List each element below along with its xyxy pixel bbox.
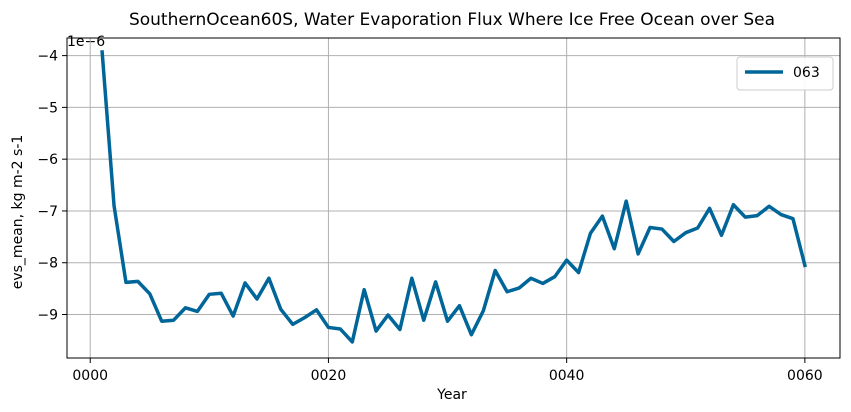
chart-title: SouthernOcean60S, Water Evaporation Flux… [129, 10, 775, 30]
plot-frame [66, 37, 841, 359]
x-tick-label: 0040 [549, 368, 585, 384]
y-axis-label: evs_mean, kg m-2 s-1 [10, 135, 26, 290]
x-tick-label: 0000 [72, 368, 108, 384]
y-tick-label: −4 [37, 49, 58, 65]
y-offset-label: 1e−6 [67, 34, 105, 50]
x-axis-ticks: 0000 0020 0040 0060 [72, 358, 823, 384]
legend-label-063: 063 [793, 65, 820, 81]
x-tick-label: 0020 [311, 368, 347, 384]
x-tick-label: 0060 [787, 368, 823, 384]
y-axis-ticks: −9 −8 −7 −6 −5 −4 [37, 49, 67, 324]
y-tick-label: −8 [37, 256, 58, 272]
x-axis-label: Year [436, 387, 467, 403]
series-lines [100, 50, 807, 344]
y-tick-label: −7 [37, 204, 58, 220]
y-tick-label: −5 [37, 100, 58, 116]
y-tick-label: −6 [37, 152, 58, 168]
legend: 063 [736, 56, 834, 91]
y-tick-label: −9 [37, 308, 58, 324]
legend-box [736, 56, 834, 91]
series-line-063 [100, 50, 807, 344]
